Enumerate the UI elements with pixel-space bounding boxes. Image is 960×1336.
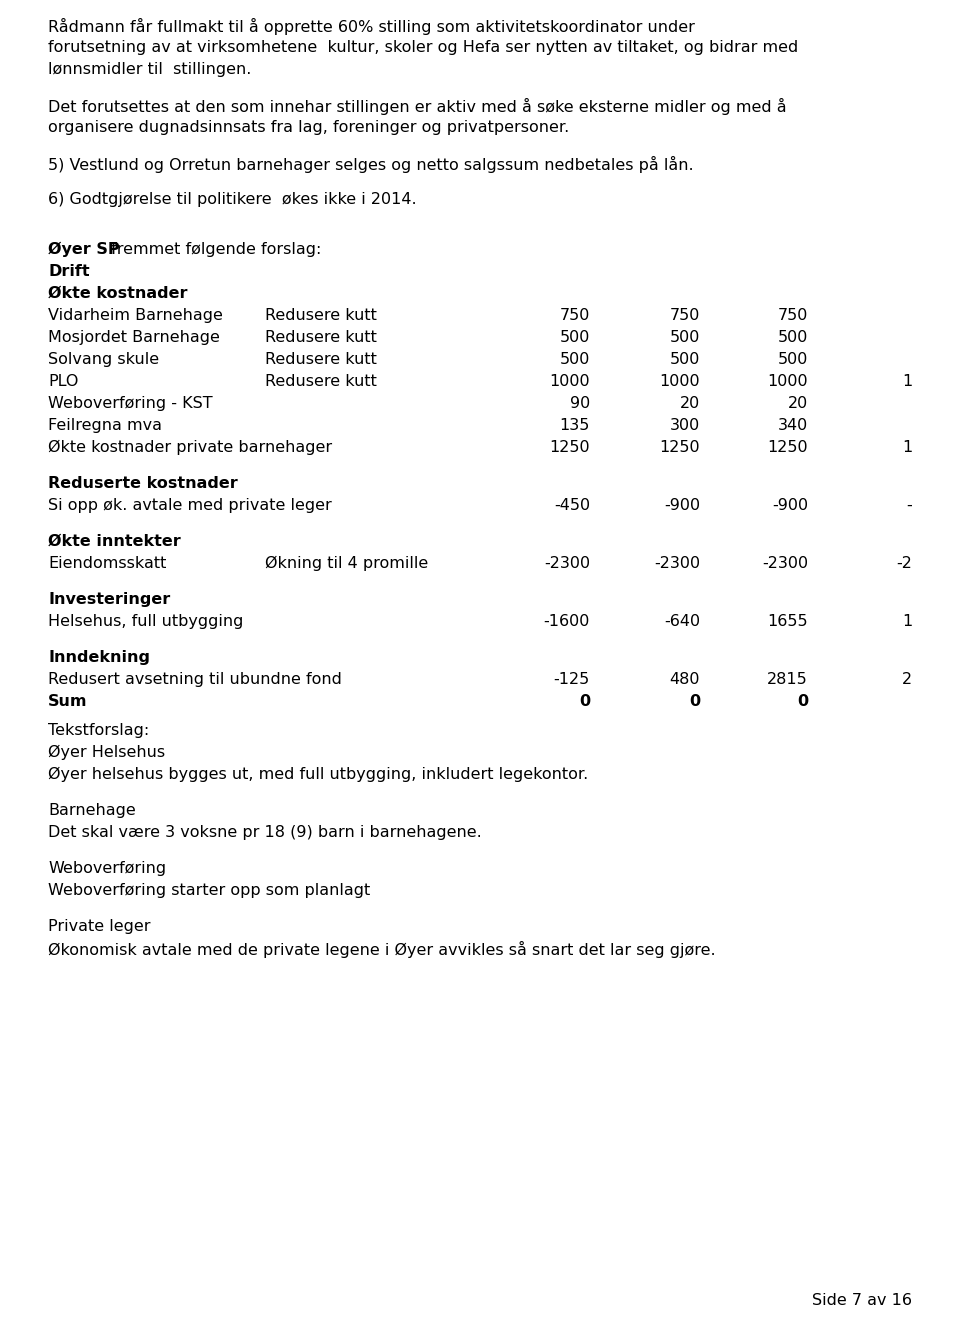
Text: Det forutsettes at den som innehar stillingen er aktiv med å søke eksterne midle: Det forutsettes at den som innehar still…	[48, 98, 786, 115]
Text: 750: 750	[560, 309, 590, 323]
Text: Side 7 av 16: Side 7 av 16	[812, 1293, 912, 1308]
Text: Redusere kutt: Redusere kutt	[265, 374, 377, 389]
Text: Vidarheim Barnehage: Vidarheim Barnehage	[48, 309, 223, 323]
Text: 0: 0	[797, 693, 808, 709]
Text: 500: 500	[560, 351, 590, 367]
Text: 1: 1	[901, 615, 912, 629]
Text: 1250: 1250	[549, 440, 590, 456]
Text: -2300: -2300	[654, 556, 700, 570]
Text: -1600: -1600	[543, 615, 590, 629]
Text: Inndekning: Inndekning	[48, 651, 150, 665]
Text: Feilregna mva: Feilregna mva	[48, 418, 162, 433]
Text: Weboverføring: Weboverføring	[48, 860, 166, 876]
Text: Helsehus, full utbygging: Helsehus, full utbygging	[48, 615, 244, 629]
Text: fremmet følgende forslag:: fremmet følgende forslag:	[106, 242, 322, 257]
Text: 1250: 1250	[767, 440, 808, 456]
Text: Si opp øk. avtale med private leger: Si opp øk. avtale med private leger	[48, 498, 332, 513]
Text: 500: 500	[560, 330, 590, 345]
Text: -450: -450	[554, 498, 590, 513]
Text: 1000: 1000	[549, 374, 590, 389]
Text: -2: -2	[896, 556, 912, 570]
Text: -2300: -2300	[762, 556, 808, 570]
Text: 90: 90	[569, 395, 590, 411]
Text: 1655: 1655	[767, 615, 808, 629]
Text: -: -	[906, 498, 912, 513]
Text: Weboverføring starter opp som planlagt: Weboverføring starter opp som planlagt	[48, 883, 371, 898]
Text: 20: 20	[788, 395, 808, 411]
Text: Redusert avsetning til ubundne fond: Redusert avsetning til ubundne fond	[48, 672, 342, 687]
Text: 500: 500	[670, 351, 700, 367]
Text: 2: 2	[901, 672, 912, 687]
Text: Rådmann får fullmakt til å opprette 60% stilling som aktivitetskoordinator under: Rådmann får fullmakt til å opprette 60% …	[48, 17, 695, 35]
Text: 480: 480	[669, 672, 700, 687]
Text: Mosjordet Barnehage: Mosjordet Barnehage	[48, 330, 220, 345]
Text: 500: 500	[778, 330, 808, 345]
Text: Reduserte kostnader: Reduserte kostnader	[48, 476, 238, 492]
Text: Weboverføring - KST: Weboverføring - KST	[48, 395, 212, 411]
Text: 300: 300	[670, 418, 700, 433]
Text: forutsetning av at virksomhetene  kultur, skoler og Hefa ser nytten av tiltaket,: forutsetning av at virksomhetene kultur,…	[48, 40, 799, 55]
Text: 1250: 1250	[660, 440, 700, 456]
Text: Økte kostnader: Økte kostnader	[48, 286, 187, 301]
Text: 1: 1	[901, 374, 912, 389]
Text: Redusere kutt: Redusere kutt	[265, 330, 377, 345]
Text: Investeringer: Investeringer	[48, 592, 170, 607]
Text: Drift: Drift	[48, 265, 89, 279]
Text: Øyer SP: Øyer SP	[48, 242, 120, 258]
Text: 6) Godtgjørelse til politikere  økes ikke i 2014.: 6) Godtgjørelse til politikere økes ikke…	[48, 192, 417, 207]
Text: Økte kostnader private barnehager: Økte kostnader private barnehager	[48, 440, 332, 456]
Text: -640: -640	[664, 615, 700, 629]
Text: 1000: 1000	[660, 374, 700, 389]
Text: Sum: Sum	[48, 693, 87, 709]
Text: -900: -900	[664, 498, 700, 513]
Text: Øyer Helsehus: Øyer Helsehus	[48, 745, 165, 760]
Text: -900: -900	[772, 498, 808, 513]
Text: 0: 0	[579, 693, 590, 709]
Text: 340: 340	[778, 418, 808, 433]
Text: -2300: -2300	[544, 556, 590, 570]
Text: Økonomisk avtale med de private legene i Øyer avvikles så snart det lar seg gjør: Økonomisk avtale med de private legene i…	[48, 941, 715, 958]
Text: 0: 0	[689, 693, 700, 709]
Text: Eiendomsskatt: Eiendomsskatt	[48, 556, 166, 570]
Text: Barnehage: Barnehage	[48, 803, 135, 818]
Text: Solvang skule: Solvang skule	[48, 351, 159, 367]
Text: 2815: 2815	[767, 672, 808, 687]
Text: Økning til 4 promille: Økning til 4 promille	[265, 556, 428, 572]
Text: lønnsmidler til  stillingen.: lønnsmidler til stillingen.	[48, 61, 252, 77]
Text: Redusere kutt: Redusere kutt	[265, 309, 377, 323]
Text: 500: 500	[670, 330, 700, 345]
Text: PLO: PLO	[48, 374, 79, 389]
Text: 750: 750	[670, 309, 700, 323]
Text: Det skal være 3 voksne pr 18 (9) barn i barnehagene.: Det skal være 3 voksne pr 18 (9) barn i …	[48, 826, 482, 840]
Text: Øyer helsehus bygges ut, med full utbygging, inkludert legekontor.: Øyer helsehus bygges ut, med full utbygg…	[48, 767, 588, 783]
Text: organisere dugnadsinnsats fra lag, foreninger og privatpersoner.: organisere dugnadsinnsats fra lag, foren…	[48, 120, 569, 135]
Text: Økte inntekter: Økte inntekter	[48, 534, 180, 549]
Text: -125: -125	[554, 672, 590, 687]
Text: Tekstforslag:: Tekstforslag:	[48, 723, 149, 737]
Text: Redusere kutt: Redusere kutt	[265, 351, 377, 367]
Text: 1: 1	[901, 440, 912, 456]
Text: 5) Vestlund og Orretun barnehager selges og netto salgssum nedbetales på lån.: 5) Vestlund og Orretun barnehager selges…	[48, 156, 694, 174]
Text: Private leger: Private leger	[48, 919, 151, 934]
Text: 135: 135	[560, 418, 590, 433]
Text: 500: 500	[778, 351, 808, 367]
Text: 750: 750	[778, 309, 808, 323]
Text: 20: 20	[680, 395, 700, 411]
Text: 1000: 1000	[767, 374, 808, 389]
